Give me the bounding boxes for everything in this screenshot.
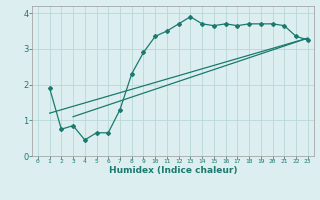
X-axis label: Humidex (Indice chaleur): Humidex (Indice chaleur) <box>108 166 237 175</box>
